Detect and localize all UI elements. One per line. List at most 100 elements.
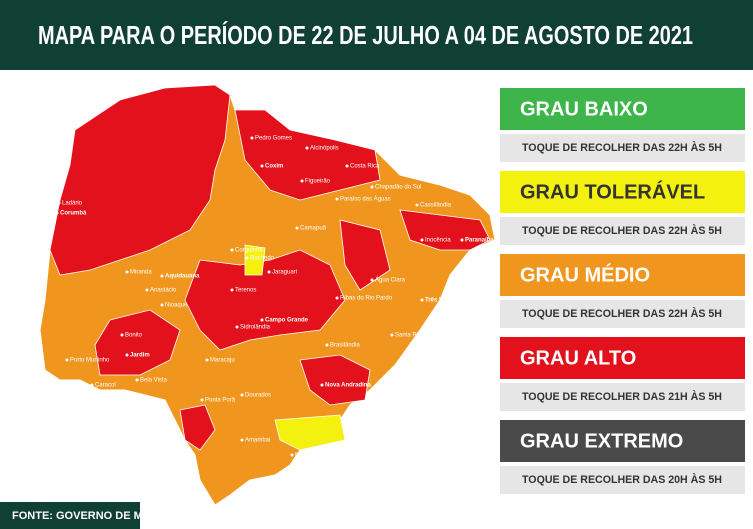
city-dot: [267, 270, 271, 274]
city-dot: [250, 136, 254, 140]
legend-note: TOQUE DE RECOLHER DAS 22H ÀS 5H: [522, 141, 722, 154]
city-label: Bela Vista: [140, 378, 168, 384]
city-label: Miranda: [130, 270, 152, 276]
city-dot: [120, 333, 124, 337]
city-label: Maracaju: [210, 358, 235, 364]
city-dot: [295, 226, 299, 230]
city-dot: [240, 438, 244, 442]
legend-label: GRAU EXTREMO: [520, 430, 683, 452]
city-label: Sidrolândia: [240, 325, 271, 331]
city-label: Água Clara: [375, 277, 406, 284]
state-map: [39, 84, 496, 506]
city-label: Paranaíba: [465, 238, 494, 244]
city-label: Ribas do Rio Pardo: [340, 296, 393, 302]
city-dot: [300, 179, 304, 183]
legend-swatch: [500, 171, 745, 213]
city-label: Camapuã: [300, 226, 327, 232]
city-dot: [160, 274, 164, 278]
legend-swatch: [500, 254, 745, 296]
legend-note-box: [500, 134, 745, 162]
city-dot: [335, 296, 339, 300]
city-label: Nova Andradina: [325, 383, 371, 389]
city-label: Santa Rita do Pardo: [395, 333, 450, 339]
city-label: Porto Murtinho: [70, 358, 110, 364]
city-label: Pedro Gomes: [255, 136, 292, 142]
city-dot: [460, 238, 464, 242]
city-label: Jaraguari: [272, 270, 297, 276]
city-label: Corumbá: [60, 211, 87, 217]
legend-swatch: [500, 88, 745, 130]
legend: GRAU BAIXO TOQUE DE RECOLHER DAS 22H ÀS 5…: [500, 88, 745, 494]
city-dot: [200, 398, 204, 402]
city-label: Rochedo: [250, 256, 275, 262]
city-label: Corguinho: [235, 248, 263, 254]
city-label: Cassilândia: [420, 203, 452, 209]
city-label: Terenos: [235, 288, 256, 294]
city-label: Costa Rica: [350, 164, 380, 170]
city-label: Dourados: [245, 393, 271, 399]
legend-label: GRAU TOLERÁVEL: [520, 180, 705, 203]
city-dot: [335, 197, 339, 201]
legend-label: GRAU ALTO: [520, 347, 636, 369]
legend-swatch: [500, 420, 745, 462]
city-label: Paraíso das Águas: [340, 196, 391, 203]
city-dot: [345, 164, 349, 168]
city-dot: [290, 453, 294, 457]
legend-note-box: [500, 217, 745, 245]
city-dot: [420, 238, 424, 242]
city-label: Amambai: [245, 438, 270, 444]
city-labels: Ladário Corumbá Pedro Gomes Coxim Alcinópoli…: [55, 136, 494, 459]
source-box: [0, 502, 140, 529]
legend-note: TOQUE DE RECOLHER DAS 20H ÀS 5H: [522, 473, 722, 486]
city-label: Três Lagoas: [425, 298, 461, 304]
legend-note-box: [500, 383, 745, 411]
city-dot: [57, 201, 61, 205]
city-dot: [370, 278, 374, 282]
city-dot: [125, 270, 129, 274]
city-label: Bataguassu: [370, 393, 402, 399]
city-dot: [65, 358, 69, 362]
city-label: Chapadão do Sul: [375, 185, 421, 191]
city-dot: [240, 393, 244, 397]
city-dot: [125, 353, 129, 357]
legend-note: TOQUE DE RECOLHER DAS 22H ÀS 5H: [522, 307, 722, 320]
city-dot: [325, 343, 329, 347]
city-dot: [135, 378, 139, 382]
city-label: Caracol: [95, 383, 116, 389]
city-dot: [365, 393, 369, 397]
city-label: Anastácio: [150, 288, 177, 294]
city-dot: [230, 288, 234, 292]
city-dot: [320, 383, 324, 387]
city-dot: [245, 256, 249, 260]
legend-label: GRAU MÉDIO: [520, 263, 650, 286]
city-label: Bonito: [125, 333, 143, 339]
city-label: Aquidauana: [165, 274, 200, 280]
city-dot: [260, 318, 264, 322]
city-label: Inocência: [425, 238, 451, 244]
title: MAPA PARA O PERÍODO DE 22 DE JULHO A 04 …: [38, 20, 693, 50]
city-dot: [160, 303, 164, 307]
city-dot: [55, 211, 59, 215]
city-dot: [415, 203, 419, 207]
legend-note: TOQUE DE RECOLHER DAS 21H ÀS 5H: [522, 390, 722, 403]
city-label: Naviraí: [295, 453, 314, 459]
city-dot: [235, 325, 239, 329]
source: FONTE: GOVERNO DE MS: [12, 510, 150, 522]
city-label: Campo Grande: [265, 318, 309, 324]
city-label: Alcinópolis: [310, 146, 339, 152]
city-dot: [305, 146, 309, 150]
city-dot: [90, 383, 94, 387]
legend-note-box: [500, 300, 745, 328]
header-bar: [0, 0, 753, 70]
city-label: Ladário: [62, 201, 83, 207]
city-label: Nioaque: [165, 303, 188, 309]
city-dot: [420, 298, 424, 302]
city-dot: [205, 358, 209, 362]
city-label: Jardim: [130, 353, 150, 359]
city-dot: [370, 185, 374, 189]
city-label: Figueirão: [305, 179, 331, 185]
legend-label: GRAU BAIXO: [520, 98, 648, 120]
city-label: Coxim: [265, 164, 283, 170]
legend-swatch: [500, 337, 745, 379]
